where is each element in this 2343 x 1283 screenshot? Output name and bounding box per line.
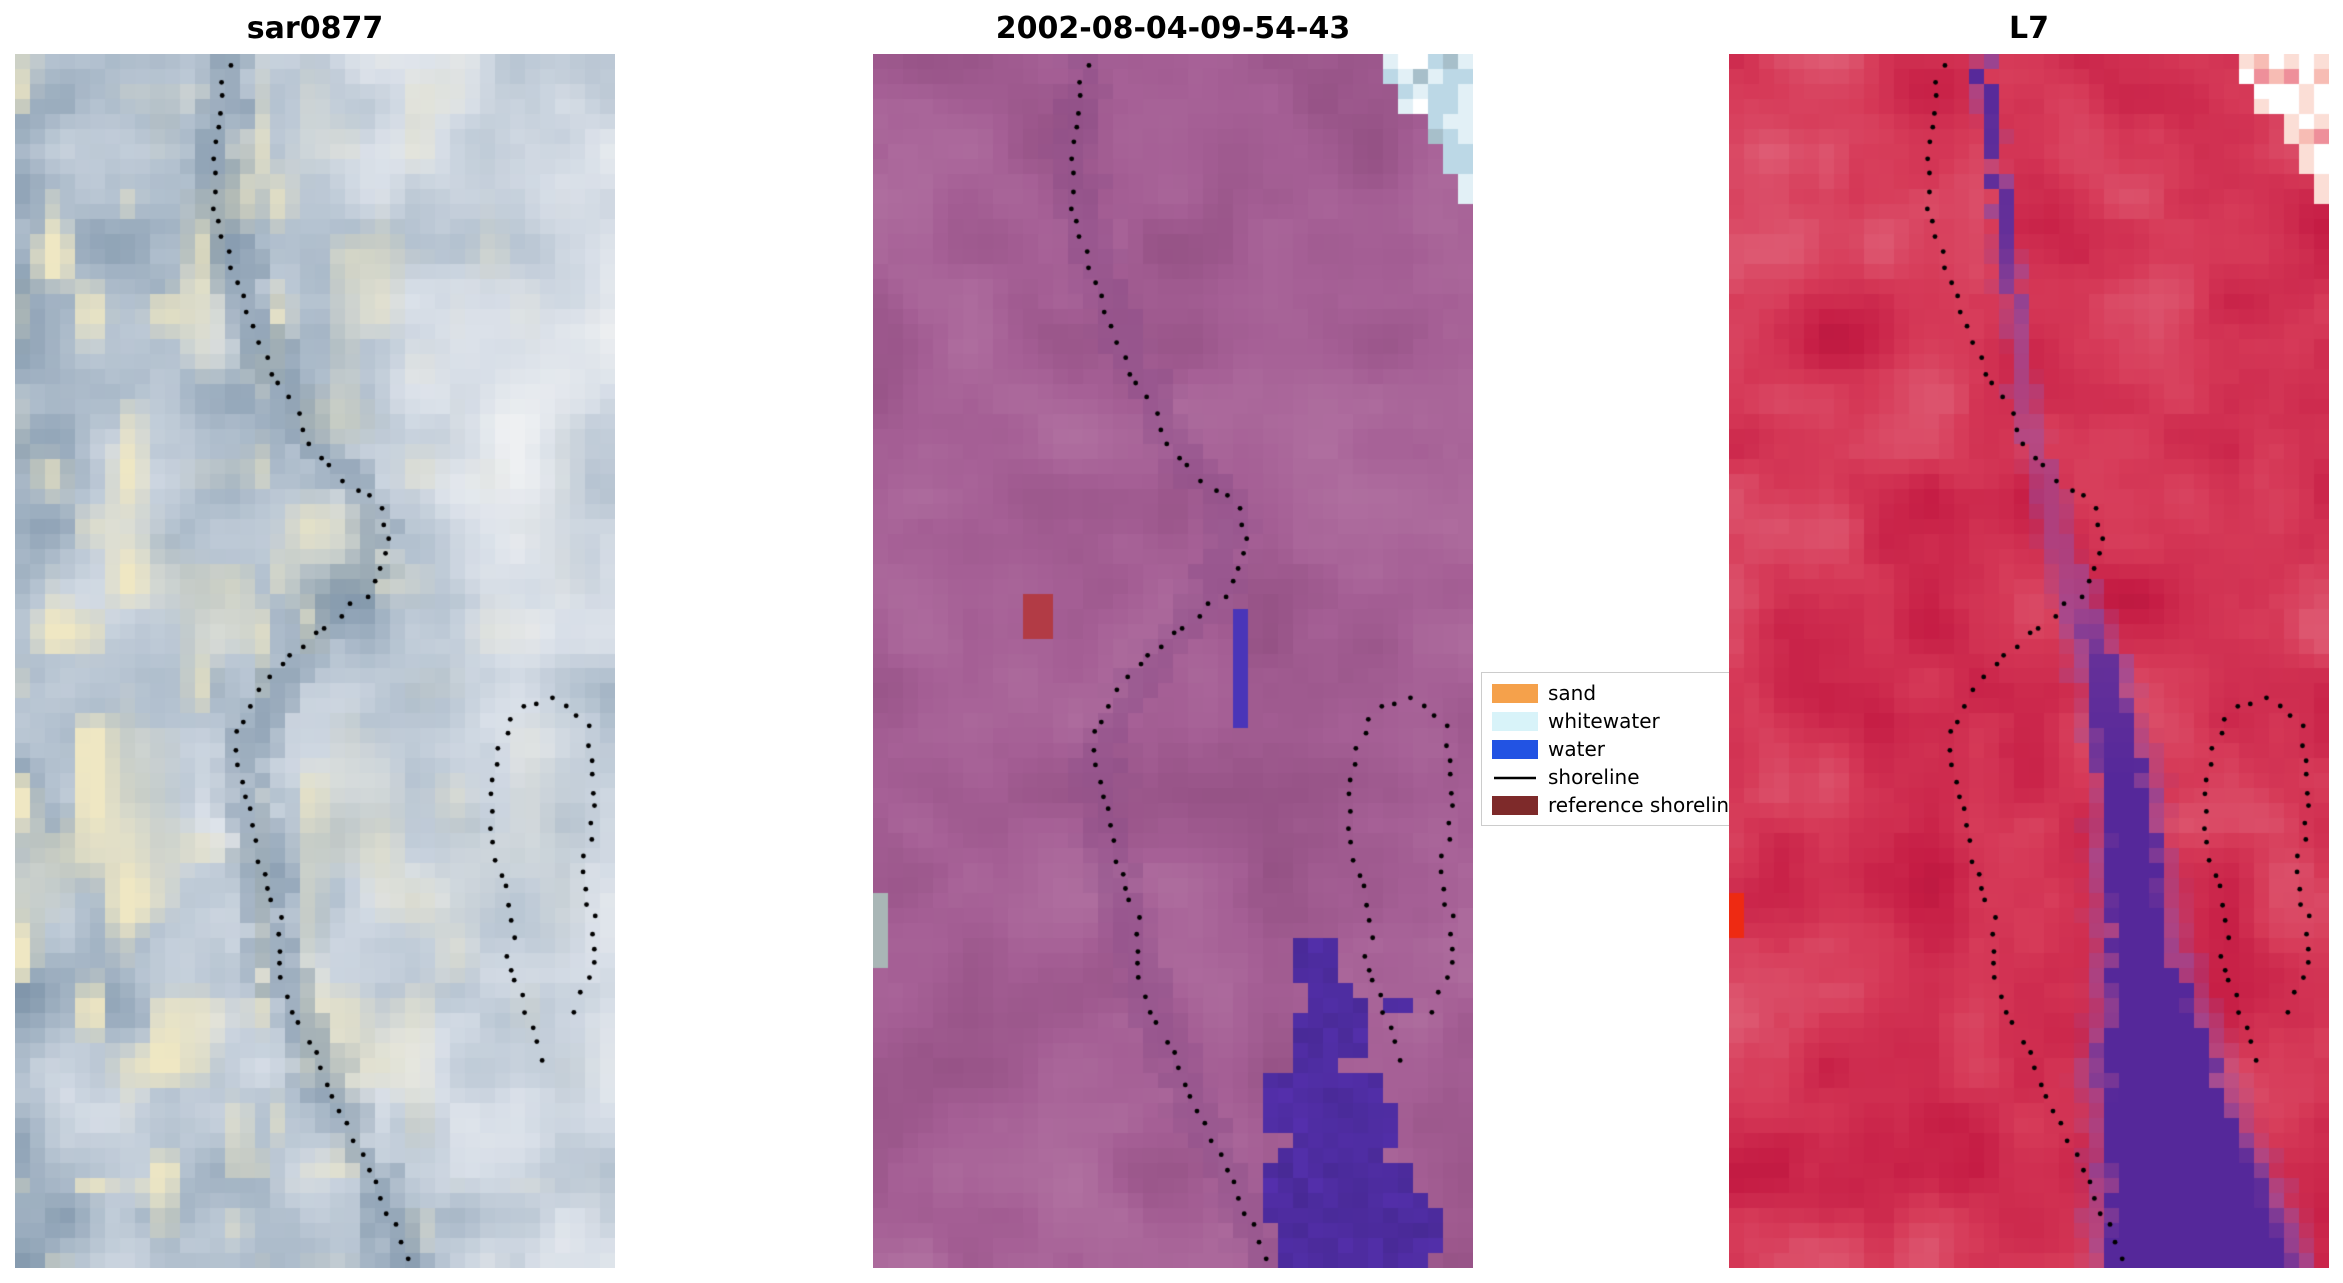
legend-item-water: water [1492, 737, 1742, 761]
sand-swatch [1492, 683, 1538, 703]
whitewater-swatch [1492, 711, 1538, 731]
legend-label-water: water [1548, 737, 1605, 761]
legend: sand whitewater water shoreline referenc… [1481, 672, 1743, 826]
panel-title-sar0877: sar0877 [246, 11, 384, 46]
optical-image-canvas-2002 [873, 54, 1473, 1268]
legend-item-shoreline: shoreline [1492, 765, 1742, 789]
shoreline-line-swatch [1494, 776, 1536, 779]
legend-item-sand: sand [1492, 681, 1742, 705]
legend-item-reference-shoreline: reference shoreline [1492, 793, 1742, 817]
legend-label-reference-shoreline: reference shoreline [1548, 793, 1742, 817]
optical-image-canvas-l7 [1729, 54, 2329, 1268]
panel-title-date: 2002-08-04-09-54-43 [995, 11, 1351, 46]
legend-item-whitewater: whitewater [1492, 709, 1742, 733]
water-swatch [1492, 739, 1538, 759]
panel-title-l7: L7 [2009, 11, 2049, 46]
reference-shoreline-swatch [1492, 795, 1538, 815]
legend-label-sand: sand [1548, 681, 1597, 705]
sar-image-canvas [15, 54, 615, 1268]
legend-label-whitewater: whitewater [1548, 709, 1660, 733]
legend-label-shoreline: shoreline [1548, 765, 1640, 789]
